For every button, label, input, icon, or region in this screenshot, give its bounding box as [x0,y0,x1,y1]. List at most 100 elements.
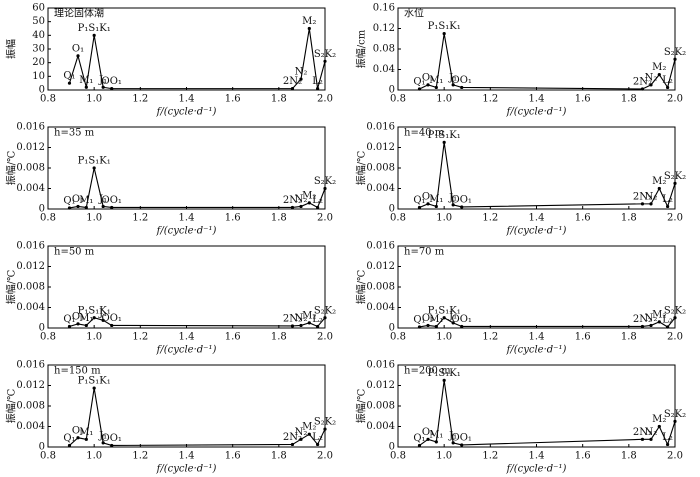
x-tick-label: 1.0 [436,332,452,343]
point-label: M₂ [652,176,666,187]
point-label: OO₁ [102,195,122,206]
panel-title: h=200 m [404,366,451,377]
point [84,437,88,441]
point-label: J₁ [448,72,457,83]
y-tick-label: 0.008 [366,163,395,174]
panel-title: 水位 [404,7,424,20]
point-label: L₂ [312,76,323,87]
x-tick-label: 1.6 [225,213,241,224]
point [307,432,311,436]
point-label: L₂ [662,314,673,325]
x-tick-label: 1.8 [621,332,637,343]
x-tick-label: 1.0 [436,213,452,224]
y-tick-label: 0.12 [373,23,395,34]
x-axis-label: f/(cycle·d⁻¹) [156,345,217,356]
point [84,205,88,210]
y-tick-label: 0.008 [16,163,45,174]
panel-title: h=70 m [404,247,445,258]
point [290,87,295,91]
y-tick-label: 0 [389,204,395,215]
x-tick-label: 1.6 [575,451,591,462]
point [299,437,303,441]
x-tick-label: 2.0 [317,451,333,462]
x-tick-label: 0.8 [40,332,56,343]
y-tick-label: 20 [32,57,45,68]
point-label: OO₁ [102,76,122,87]
point [657,73,661,77]
point [76,436,80,440]
point-label: P₁S₁K₁ [428,305,461,316]
point-label: OO₁ [452,75,472,86]
y-tick-label: 0 [389,85,395,96]
point-label: P₁S₁K₁ [428,130,461,141]
x-tick-label: 1.8 [621,213,637,224]
point [442,140,446,144]
point-label: O₁ [422,191,434,202]
point-label: S₂K₂ [664,47,686,58]
x-tick-label: 1.0 [86,213,102,224]
point-label: O₁ [422,313,434,324]
x-tick-label: 1.6 [225,332,241,343]
x-tick-label: 1.2 [482,451,498,462]
point [299,77,303,81]
point-label: M₂ [302,190,316,201]
point [323,427,327,431]
point-label: Q₁ [413,314,425,325]
point-label: S₂K₂ [314,49,336,60]
point [316,442,320,447]
point-label: OO₁ [452,194,472,205]
point [76,54,80,58]
point-label: M₂ [302,422,316,433]
point-label: Q₁ [413,76,425,87]
y-tick-label: 0.016 [366,241,395,252]
point [657,186,661,191]
x-tick-label: 1.2 [132,213,148,224]
point [290,324,295,328]
panel-title: h=40 m [404,128,445,139]
point-label: L₂ [312,314,323,325]
point-label: M₁ [79,75,93,86]
x-tick-label: 0.8 [390,332,406,343]
point-label: M₂ [302,16,316,27]
y-tick-label: 0.008 [16,401,45,412]
point [101,441,105,445]
y-axis-label: 振幅/℃ [355,151,368,186]
point-label: P₁S₁K₁ [78,376,111,387]
point [460,324,464,329]
point-label: N₂ [295,194,308,205]
point-label: P₁S₁K₁ [78,156,111,167]
x-tick-label: 2.0 [667,213,683,224]
point-label: S₂K₂ [314,176,336,187]
point [101,204,105,209]
point-label: 2N₂ [633,427,652,438]
x-tick-label: 1.2 [482,332,498,343]
point [84,323,88,328]
point [323,59,327,63]
point [417,205,422,210]
point [92,33,96,37]
x-tick-label: 1.2 [482,94,498,105]
x-tick-label: 1.6 [575,94,591,105]
point [649,202,653,206]
point [76,322,80,326]
point [426,323,430,328]
x-tick-label: 1.4 [529,451,545,462]
y-axis-label: 振幅/℃ [5,151,18,186]
point-label: L₂ [662,194,673,205]
point-label: P₁S₁K₁ [78,23,111,34]
y-axis-label: 振幅/℃ [5,389,18,424]
y-tick-label: 0 [39,442,45,453]
y-tick-label: 0.004 [16,183,45,194]
point [666,85,670,90]
point [417,325,422,329]
point-label: M₂ [652,309,666,320]
point [417,87,422,91]
point [442,32,446,36]
point [649,83,653,87]
x-tick-label: 1.8 [271,332,287,343]
x-axis-label: f/(cycle·d⁻¹) [156,107,217,118]
y-axis-label: 振幅/℃ [355,389,368,424]
y-tick-label: 0 [389,323,395,334]
x-tick-label: 1.8 [271,213,287,224]
